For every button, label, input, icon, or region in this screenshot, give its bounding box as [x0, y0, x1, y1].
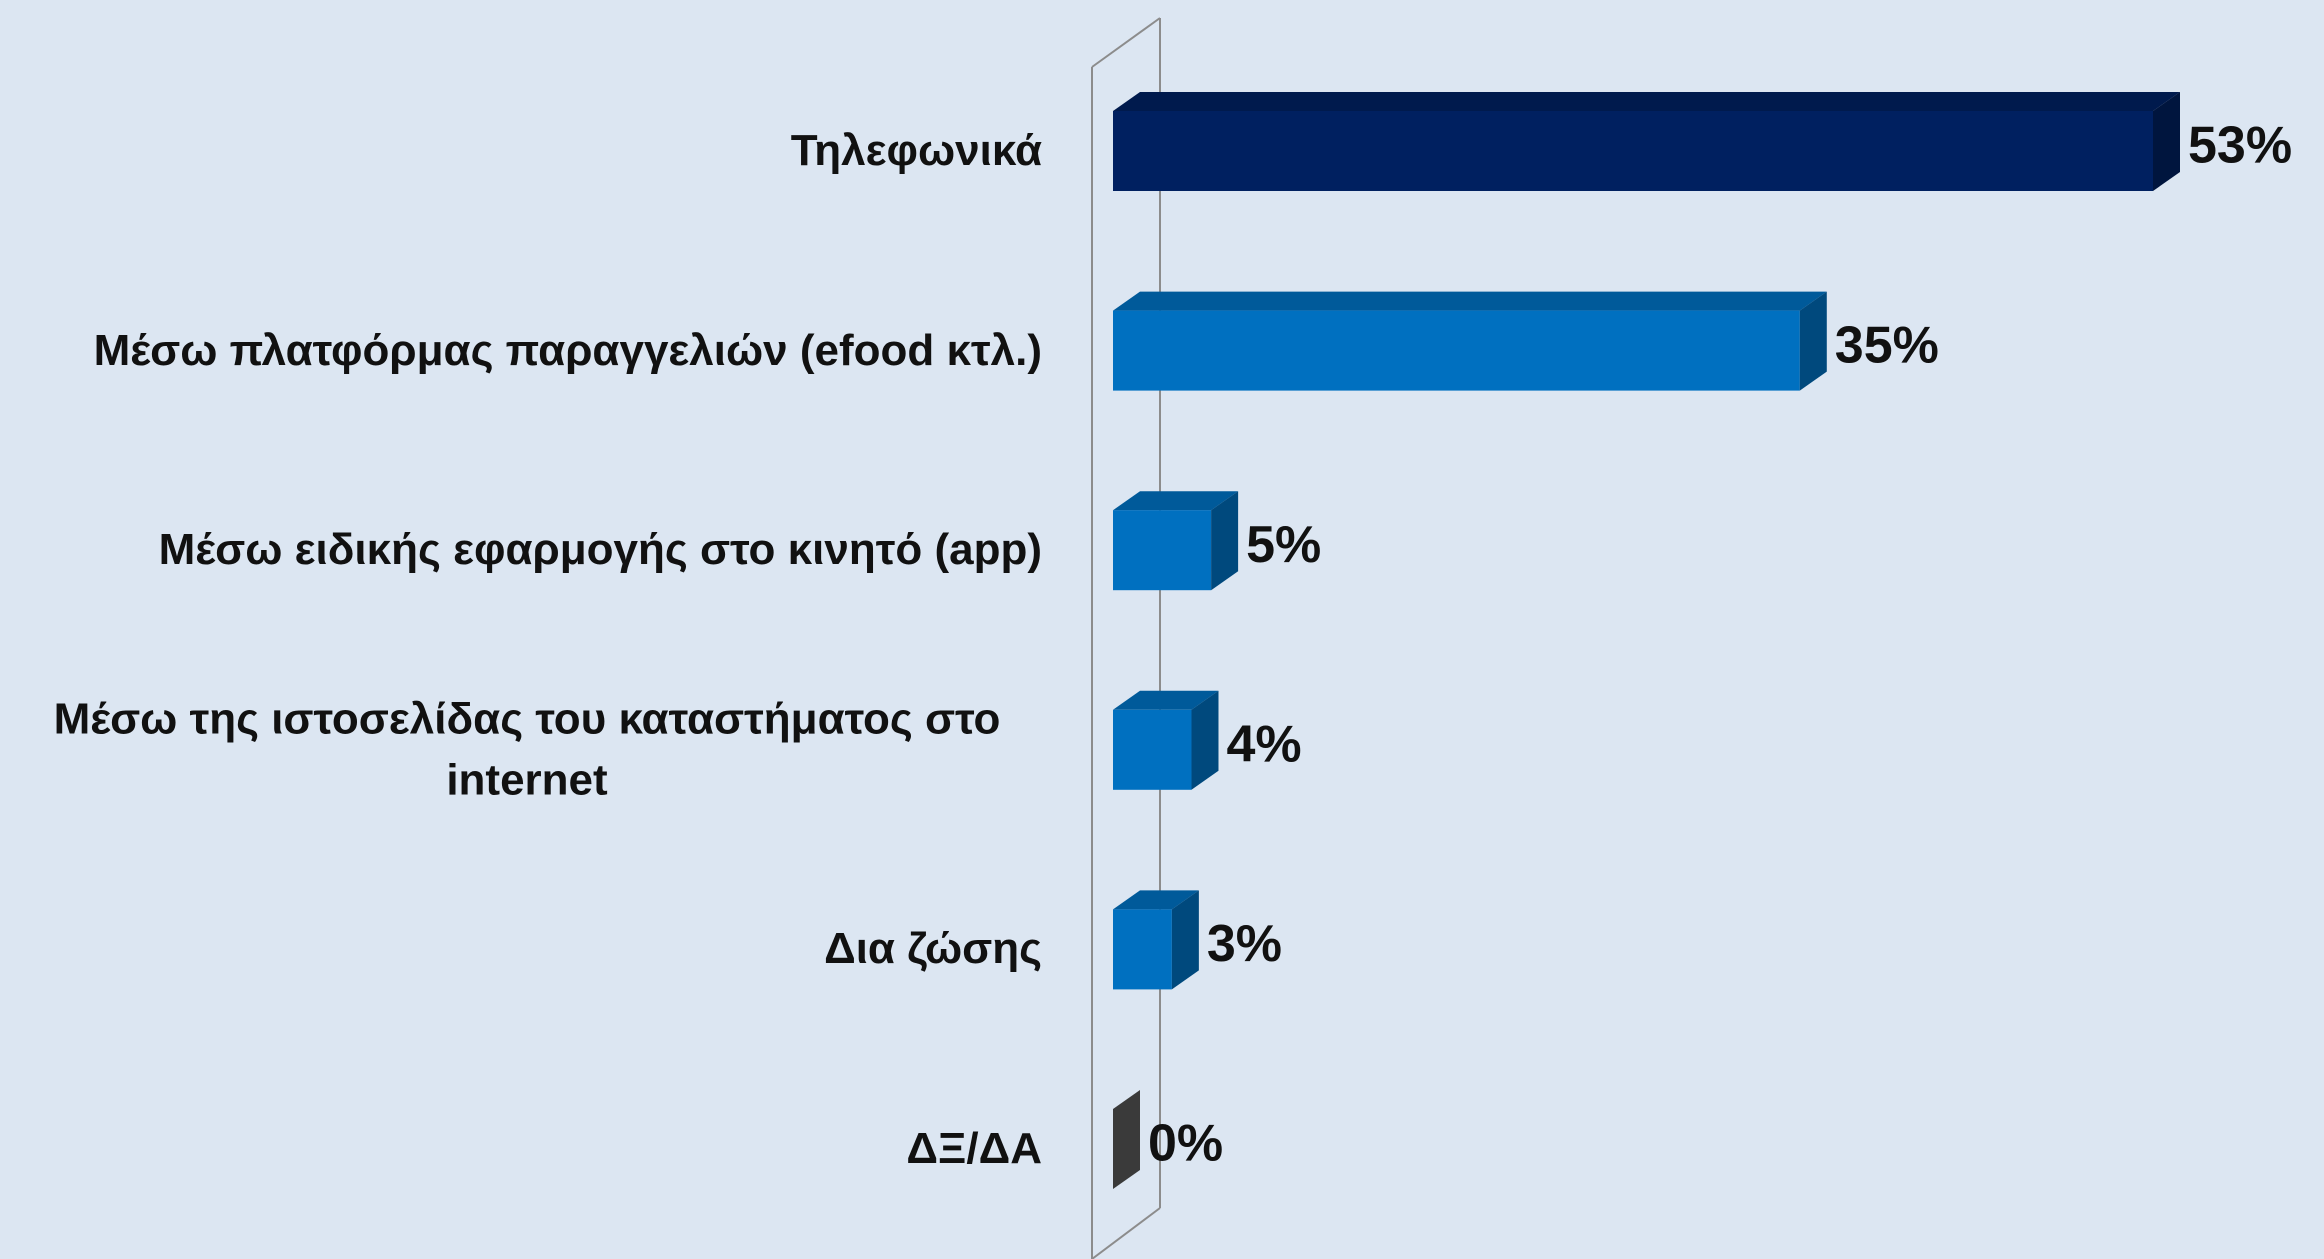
bar-top	[1113, 690, 1219, 710]
bar-top	[1113, 291, 1827, 311]
bar-side	[1113, 1090, 1140, 1189]
category-text: Μέσω της ιστοσελίδας του καταστήματος στ…	[53, 694, 1001, 805]
value-label: 35%	[1835, 316, 1939, 374]
category-label: Δια ζώσης	[12, 919, 1042, 981]
category-text: Μέσω ειδικής εφαρμογής στο κινητό (app)	[158, 525, 1042, 575]
bar-side	[1171, 890, 1199, 990]
category-label: Μέσω πλατφόρμας παραγγελιών (efood κτλ.)	[12, 320, 1042, 382]
bar	[1113, 310, 1800, 391]
bar-side	[1211, 491, 1239, 591]
bar	[1113, 909, 1172, 990]
category-label: Μέσω ειδικής εφαρμογής στο κινητό (app)	[12, 519, 1042, 581]
bar-top	[1113, 491, 1239, 511]
bar-top	[1113, 92, 2180, 111]
bar-top	[1113, 890, 1199, 910]
bar	[1113, 510, 1212, 591]
category-text: ΔΞ/ΔΑ	[906, 1124, 1042, 1174]
bar-side	[2153, 92, 2180, 191]
category-label: Τηλεφωνικά	[12, 120, 1042, 182]
category-text: Μέσω πλατφόρμας παραγγελιών (efood κτλ.)	[93, 325, 1042, 375]
value-label: 0%	[1148, 1115, 1223, 1173]
bar-side	[1191, 690, 1219, 790]
bar	[1113, 111, 2153, 191]
bar	[1113, 709, 1192, 790]
value-label: 53%	[2188, 117, 2292, 175]
value-label: 5%	[1246, 516, 1321, 574]
value-label: 3%	[1207, 915, 1282, 973]
value-label: 4%	[1226, 716, 1301, 774]
bar-side	[1799, 291, 1827, 391]
axis-wall	[1091, 17, 1161, 1259]
category-text: Δια ζώσης	[824, 924, 1042, 974]
category-label: Μέσω της ιστοσελίδας του καταστήματος στ…	[12, 688, 1042, 811]
category-text: Τηλεφωνικά	[790, 126, 1042, 176]
category-label: ΔΞ/ΔΑ	[12, 1118, 1042, 1180]
